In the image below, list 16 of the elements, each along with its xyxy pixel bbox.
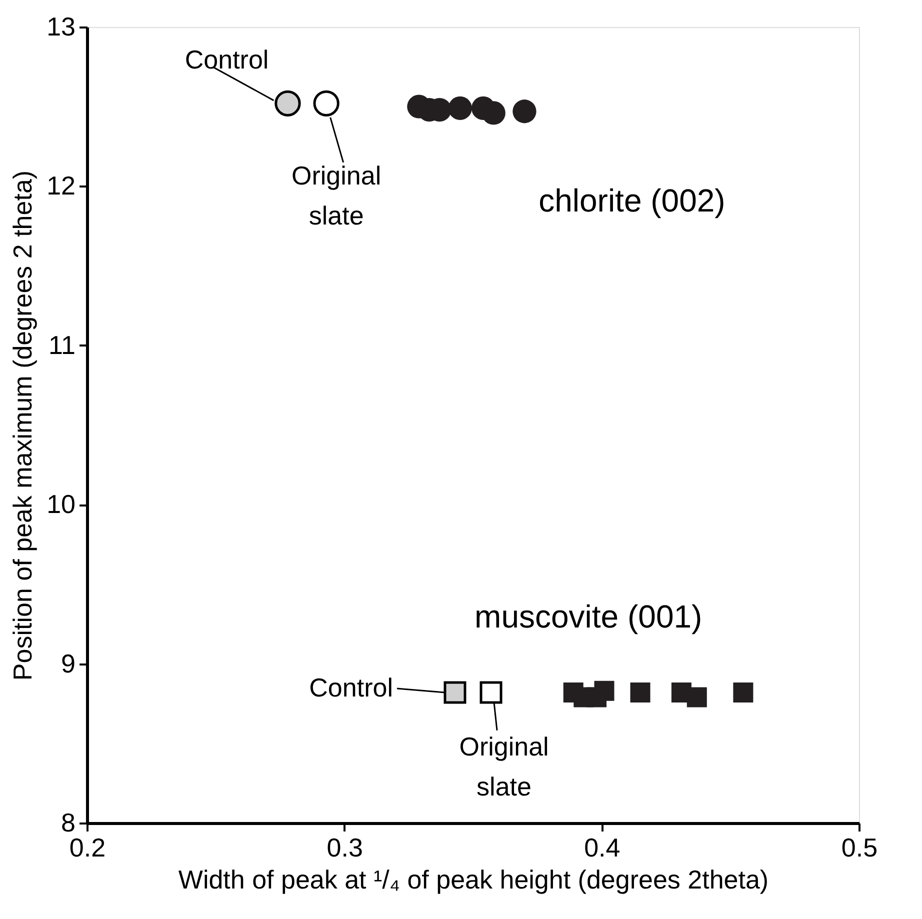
x-tick-label: 0.3 (326, 832, 363, 862)
x-axis-title: Width of peak at ¹/₄ of peak height (degrees 2theta) (178, 864, 769, 894)
y-axis-title: Position of peak maximum (degrees 2 theta) (8, 170, 38, 681)
y-tick-label: 9 (61, 648, 76, 678)
annotation: Control (184, 44, 269, 74)
y-tick-label: 11 (48, 330, 76, 360)
annotation: Original slate (292, 160, 382, 230)
y-tick-label: 10 (46, 489, 76, 520)
x-tick-label: 0.5 (841, 832, 878, 862)
series-label: muscovite (001) (474, 598, 702, 634)
annotation: Control (309, 672, 393, 702)
x-tick-label: 0.4 (584, 832, 620, 862)
series-label: chlorite (002) (538, 182, 726, 219)
y-tick-label: 13 (46, 12, 76, 42)
y-tick-label: 12 (46, 170, 76, 201)
annotation: Original slate (459, 731, 549, 802)
